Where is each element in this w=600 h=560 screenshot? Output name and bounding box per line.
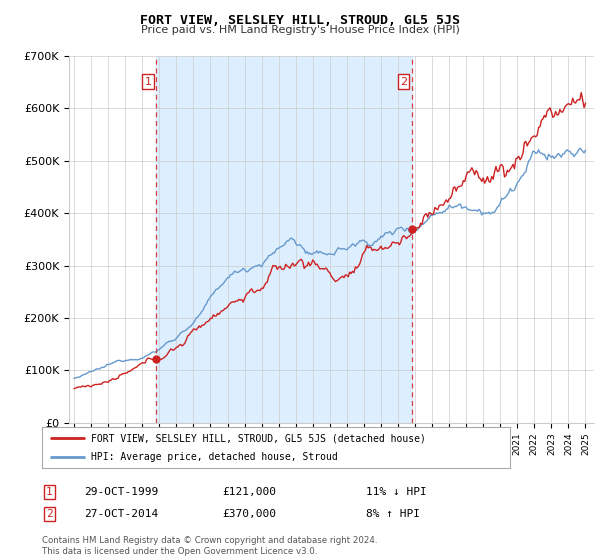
Text: 1: 1 — [46, 487, 53, 497]
Text: 2: 2 — [46, 509, 53, 519]
Text: 27-OCT-2014: 27-OCT-2014 — [84, 509, 158, 519]
Text: 2: 2 — [400, 77, 407, 87]
Text: HPI: Average price, detached house, Stroud: HPI: Average price, detached house, Stro… — [91, 452, 338, 461]
Text: 29-OCT-1999: 29-OCT-1999 — [84, 487, 158, 497]
Text: £370,000: £370,000 — [222, 509, 276, 519]
Text: FORT VIEW, SELSLEY HILL, STROUD, GL5 5JS: FORT VIEW, SELSLEY HILL, STROUD, GL5 5JS — [140, 14, 460, 27]
Text: FORT VIEW, SELSLEY HILL, STROUD, GL5 5JS (detached house): FORT VIEW, SELSLEY HILL, STROUD, GL5 5JS… — [91, 433, 426, 443]
Text: Contains HM Land Registry data © Crown copyright and database right 2024.
This d: Contains HM Land Registry data © Crown c… — [42, 536, 377, 556]
Text: 11% ↓ HPI: 11% ↓ HPI — [366, 487, 427, 497]
Bar — [157, 56, 412, 423]
Text: Price paid vs. HM Land Registry's House Price Index (HPI): Price paid vs. HM Land Registry's House … — [140, 25, 460, 35]
Text: 1: 1 — [145, 77, 151, 87]
Text: 8% ↑ HPI: 8% ↑ HPI — [366, 509, 420, 519]
Text: £121,000: £121,000 — [222, 487, 276, 497]
